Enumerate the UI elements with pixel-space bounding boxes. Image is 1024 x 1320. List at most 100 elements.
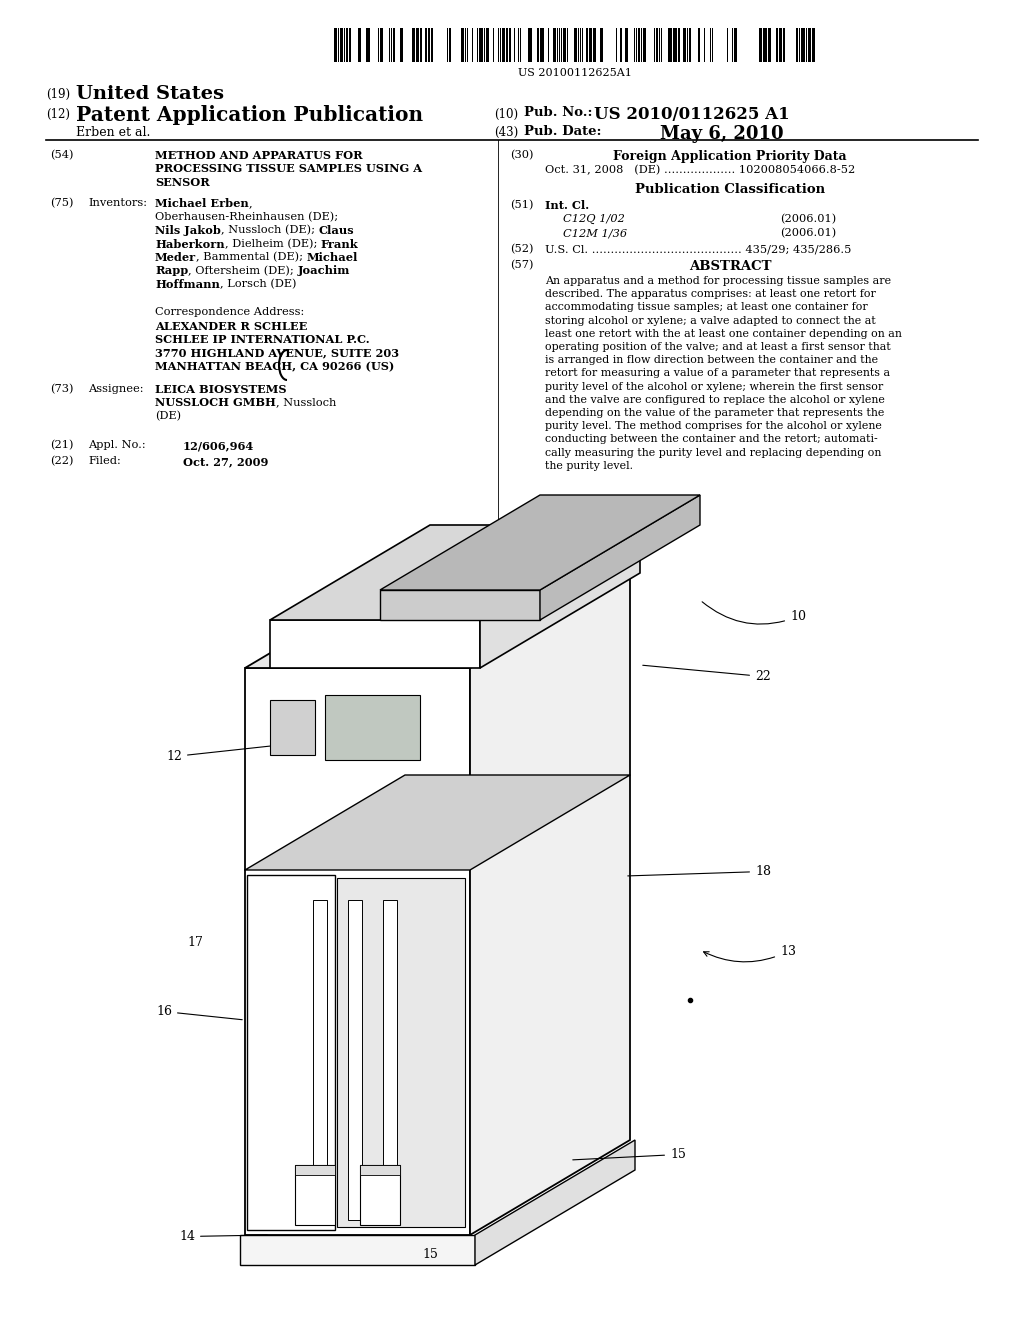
Bar	[425, 28, 427, 62]
Bar	[537, 28, 539, 62]
Text: Hoffmann: Hoffmann	[155, 279, 220, 290]
Text: , Nussloch (DE);: , Nussloch (DE);	[221, 224, 318, 235]
Text: Haberkorn: Haberkorn	[155, 239, 224, 249]
Text: depending on the value of the parameter that represents the: depending on the value of the parameter …	[545, 408, 885, 418]
Bar	[643, 28, 646, 62]
Polygon shape	[240, 1236, 475, 1265]
Bar	[783, 28, 785, 62]
Text: ,: ,	[249, 198, 252, 209]
Bar	[502, 28, 505, 62]
Bar	[366, 28, 370, 62]
Bar	[540, 28, 544, 62]
Text: Publication Classification: Publication Classification	[635, 183, 825, 195]
Text: U.S. Cl. ........................................ 435/29; 435/286.5: U.S. Cl. ...............................…	[545, 244, 851, 253]
Bar	[673, 28, 677, 62]
Polygon shape	[247, 875, 335, 1230]
Text: (2006.01): (2006.01)	[780, 228, 837, 239]
Text: METHOD AND APPARATUS FOR: METHOD AND APPARATUS FOR	[155, 150, 362, 161]
Polygon shape	[295, 1166, 335, 1225]
Bar	[574, 28, 577, 62]
Bar	[479, 28, 483, 62]
Text: purity level. The method comprises for the alcohol or xylene: purity level. The method comprises for t…	[545, 421, 882, 432]
Text: C12Q 1/02: C12Q 1/02	[563, 214, 625, 224]
Polygon shape	[270, 620, 480, 668]
Text: (21): (21)	[50, 440, 74, 450]
Text: NUSSLOCH GMBH: NUSSLOCH GMBH	[155, 397, 275, 408]
Text: Oct. 31, 2008   (DE) ................... 102008054066.8-52: Oct. 31, 2008 (DE) ................... 1…	[545, 165, 855, 176]
Text: 24: 24	[463, 577, 516, 609]
Text: Nils Jakob: Nils Jakob	[155, 224, 221, 236]
Text: , Lorsch (DE): , Lorsch (DE)	[220, 279, 296, 289]
Text: Oberhausen-Rheinhausen (DE);: Oberhausen-Rheinhausen (DE);	[155, 211, 338, 222]
Text: 20: 20	[382, 855, 398, 869]
Text: 12/606,964: 12/606,964	[183, 440, 254, 451]
Text: , Bammental (DE);: , Bammental (DE);	[197, 252, 307, 263]
Bar	[400, 28, 403, 62]
Text: Appl. No.:: Appl. No.:	[88, 440, 145, 450]
Text: conducting between the container and the retort; automati-: conducting between the container and the…	[545, 434, 878, 445]
Bar	[801, 28, 805, 62]
Text: retort for measuring a value of a parameter that represents a: retort for measuring a value of a parame…	[545, 368, 890, 379]
Text: (DE): (DE)	[155, 411, 181, 421]
Text: Joachim: Joachim	[298, 265, 350, 276]
Text: (75): (75)	[50, 198, 74, 209]
Bar	[796, 28, 798, 62]
Text: SENSOR: SENSOR	[155, 177, 210, 187]
Bar	[768, 28, 771, 62]
Text: (57): (57)	[510, 260, 534, 271]
Polygon shape	[325, 696, 420, 760]
Bar	[340, 28, 343, 62]
Polygon shape	[383, 900, 397, 1220]
Bar	[393, 28, 395, 62]
Text: 10: 10	[702, 602, 806, 624]
Text: (2006.01): (2006.01)	[780, 214, 837, 224]
Text: 22: 22	[643, 665, 771, 682]
Bar	[431, 28, 433, 62]
Bar	[412, 28, 415, 62]
Bar	[589, 28, 592, 62]
Bar	[528, 28, 532, 62]
Bar	[380, 28, 383, 62]
Text: the purity level.: the purity level.	[545, 461, 633, 471]
Text: Int. Cl.: Int. Cl.	[545, 201, 589, 211]
Polygon shape	[540, 495, 700, 620]
Text: is arranged in flow direction between the container and the: is arranged in flow direction between th…	[545, 355, 879, 366]
Text: 16: 16	[156, 1005, 243, 1020]
Text: MANHATTAN BEACH, CA 90266 (US): MANHATTAN BEACH, CA 90266 (US)	[155, 360, 394, 372]
Text: Frank: Frank	[321, 239, 358, 249]
Text: Pub. No.:: Pub. No.:	[524, 106, 597, 119]
Text: Assignee:: Assignee:	[88, 384, 143, 393]
Polygon shape	[270, 700, 315, 755]
Bar	[812, 28, 815, 62]
Text: Foreign Application Priority Data: Foreign Application Priority Data	[613, 150, 847, 162]
Bar	[349, 28, 351, 62]
Text: 17: 17	[187, 936, 203, 949]
Bar	[689, 28, 691, 62]
Text: ABSTRACT: ABSTRACT	[689, 260, 771, 273]
Text: (54): (54)	[50, 150, 74, 160]
Bar	[449, 28, 451, 62]
Bar	[668, 28, 672, 62]
Text: PROCESSING TISSUE SAMPLES USING A: PROCESSING TISSUE SAMPLES USING A	[155, 164, 422, 174]
Text: Pub. Date:: Pub. Date:	[524, 125, 610, 139]
Bar	[656, 28, 658, 62]
Bar	[638, 28, 640, 62]
Bar	[763, 28, 767, 62]
Text: LEICA BIOSYSTEMS: LEICA BIOSYSTEMS	[155, 384, 287, 395]
Text: 12: 12	[166, 746, 278, 763]
Text: 15: 15	[572, 1148, 686, 1162]
Text: 18: 18	[628, 865, 771, 878]
Bar	[553, 28, 556, 62]
Text: (51): (51)	[510, 201, 534, 210]
Text: described. The apparatus comprises: at least one retort for: described. The apparatus comprises: at l…	[545, 289, 876, 300]
Text: Claus: Claus	[318, 224, 354, 236]
Bar	[779, 28, 782, 62]
Bar	[563, 28, 566, 62]
Polygon shape	[337, 878, 465, 1228]
Text: Oct. 27, 2009: Oct. 27, 2009	[183, 455, 268, 467]
Bar	[734, 28, 737, 62]
Bar	[625, 28, 628, 62]
Bar	[593, 28, 596, 62]
Text: least one retort with the at least one container depending on an: least one retort with the at least one c…	[545, 329, 902, 339]
Polygon shape	[245, 775, 630, 870]
